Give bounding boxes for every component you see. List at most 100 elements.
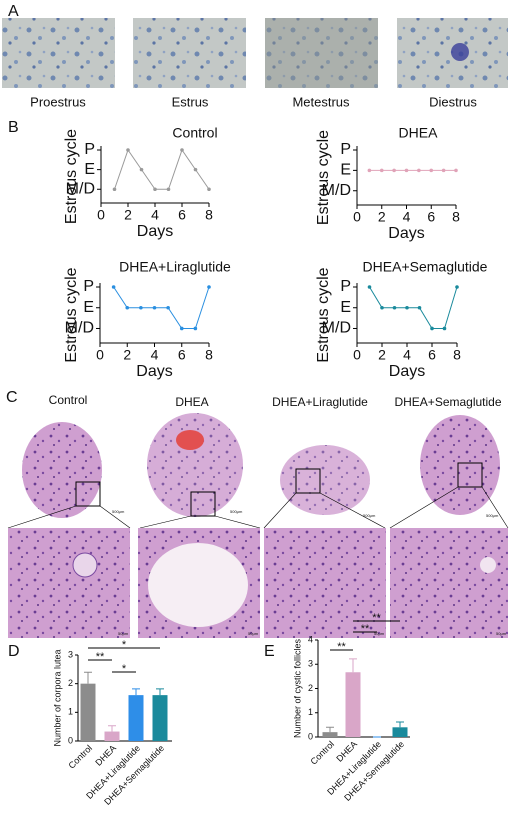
y-tick-label: E: [84, 161, 95, 178]
y-axis-label: Estrous cycle: [315, 267, 332, 362]
point: [139, 167, 144, 172]
y-tick-label: M/D: [66, 180, 95, 197]
bar: [104, 731, 120, 741]
y-tick-label: 3: [68, 649, 73, 659]
x-tick-label: 4: [151, 207, 159, 223]
x-tick-label: 4: [403, 209, 411, 225]
error-bar: [132, 688, 140, 696]
y-tick-label: P: [340, 278, 351, 295]
point: [193, 167, 198, 172]
x-tick-label: 0: [353, 347, 361, 363]
panel-letter: A: [8, 3, 19, 20]
scale-bar: 500μm: [363, 513, 376, 518]
point: [166, 305, 170, 310]
scale-bar: 50μm: [374, 631, 385, 636]
chart-title: DHEA+Liraglutide: [119, 259, 231, 275]
series-line: [113, 286, 210, 329]
x-axis-label: Days: [389, 363, 425, 380]
bar: [392, 727, 408, 737]
point: [429, 168, 434, 173]
x-axis-label: Days: [137, 223, 173, 240]
point: [207, 187, 211, 192]
y-axis-label: Number of cystic follicles: [292, 638, 302, 738]
point: [417, 168, 421, 173]
y-tick-label: P: [340, 141, 351, 158]
error-bar: [156, 688, 164, 696]
x-tick-label: 0: [353, 209, 361, 225]
point: [125, 305, 130, 310]
significance-label: **: [337, 641, 346, 653]
stage-label: Proestrus: [30, 94, 86, 109]
micrograph: [8, 528, 130, 638]
zoom-box: [190, 491, 216, 517]
point: [454, 168, 458, 173]
scale-bar: 500μm: [230, 509, 243, 514]
zoom-lines: [7, 486, 509, 529]
error-bar: [326, 726, 334, 733]
scale-bar: 50μm: [248, 631, 259, 636]
chart-title: DHEA: [399, 125, 439, 141]
y-axis-label: Estrous cycle: [63, 129, 80, 224]
x-tick-label: 2: [378, 209, 386, 225]
point: [139, 305, 143, 310]
panel-letter: B: [8, 119, 19, 136]
y-tick-label: M/D: [322, 182, 351, 199]
y-tick-label: P: [83, 278, 94, 295]
scale-bar: 50μm: [496, 631, 507, 636]
y-tick-label: E: [83, 299, 94, 316]
point: [430, 326, 434, 331]
chart-title: DHEA+Semaglutide: [363, 259, 488, 275]
stage-label: Estrus: [172, 94, 209, 109]
scale-bar: 500μm: [112, 509, 125, 514]
zoom-box: [457, 462, 483, 488]
bar: [322, 732, 338, 737]
point: [405, 305, 409, 310]
point: [404, 168, 409, 173]
bar: [128, 695, 144, 741]
x-tick-label: 8: [205, 207, 213, 223]
point: [367, 168, 372, 173]
point: [111, 285, 116, 289]
group-label: Control: [49, 393, 88, 407]
zoom-box: [295, 468, 321, 494]
point: [392, 168, 396, 173]
y-tick-label: 1: [68, 707, 73, 717]
y-tick-label: 4: [308, 634, 313, 644]
x-tick-label: 2: [123, 347, 131, 363]
significance-label: **: [96, 651, 105, 663]
x-axis-label: Days: [388, 225, 424, 242]
x-tick-label: 6: [427, 209, 435, 225]
micrograph: [480, 557, 496, 573]
point: [455, 285, 459, 289]
point: [392, 305, 397, 310]
point: [417, 305, 422, 310]
x-tick-label: 6: [178, 207, 186, 223]
point: [180, 148, 184, 152]
x-tick-label: 8: [453, 347, 461, 363]
error-bar: [108, 725, 116, 732]
y-tick-label: 2: [308, 683, 313, 693]
x-tick-label: 2: [124, 207, 132, 223]
significance-label: **: [361, 623, 370, 635]
group-label: DHEA+Liraglutide: [272, 395, 368, 409]
micrograph: [390, 528, 508, 638]
error-bar: [396, 721, 404, 728]
bar: [152, 695, 168, 741]
x-tick-label: 8: [452, 209, 460, 225]
y-tick-label: 2: [68, 678, 73, 688]
y-tick-label: P: [84, 141, 95, 158]
group-label: DHEA+Semaglutide: [394, 395, 501, 409]
error-bar: [349, 658, 357, 673]
y-axis-label: Estrous cycle: [63, 267, 80, 362]
point: [207, 285, 211, 289]
point: [380, 305, 384, 310]
ovary-image: [280, 445, 370, 515]
micrograph: [264, 528, 386, 638]
smear-image: [265, 18, 378, 88]
x-tick-label: 0: [96, 347, 104, 363]
point: [442, 326, 447, 331]
stage-label: Diestrus: [429, 94, 477, 109]
bar: [345, 672, 361, 737]
smear-image: [133, 18, 246, 88]
